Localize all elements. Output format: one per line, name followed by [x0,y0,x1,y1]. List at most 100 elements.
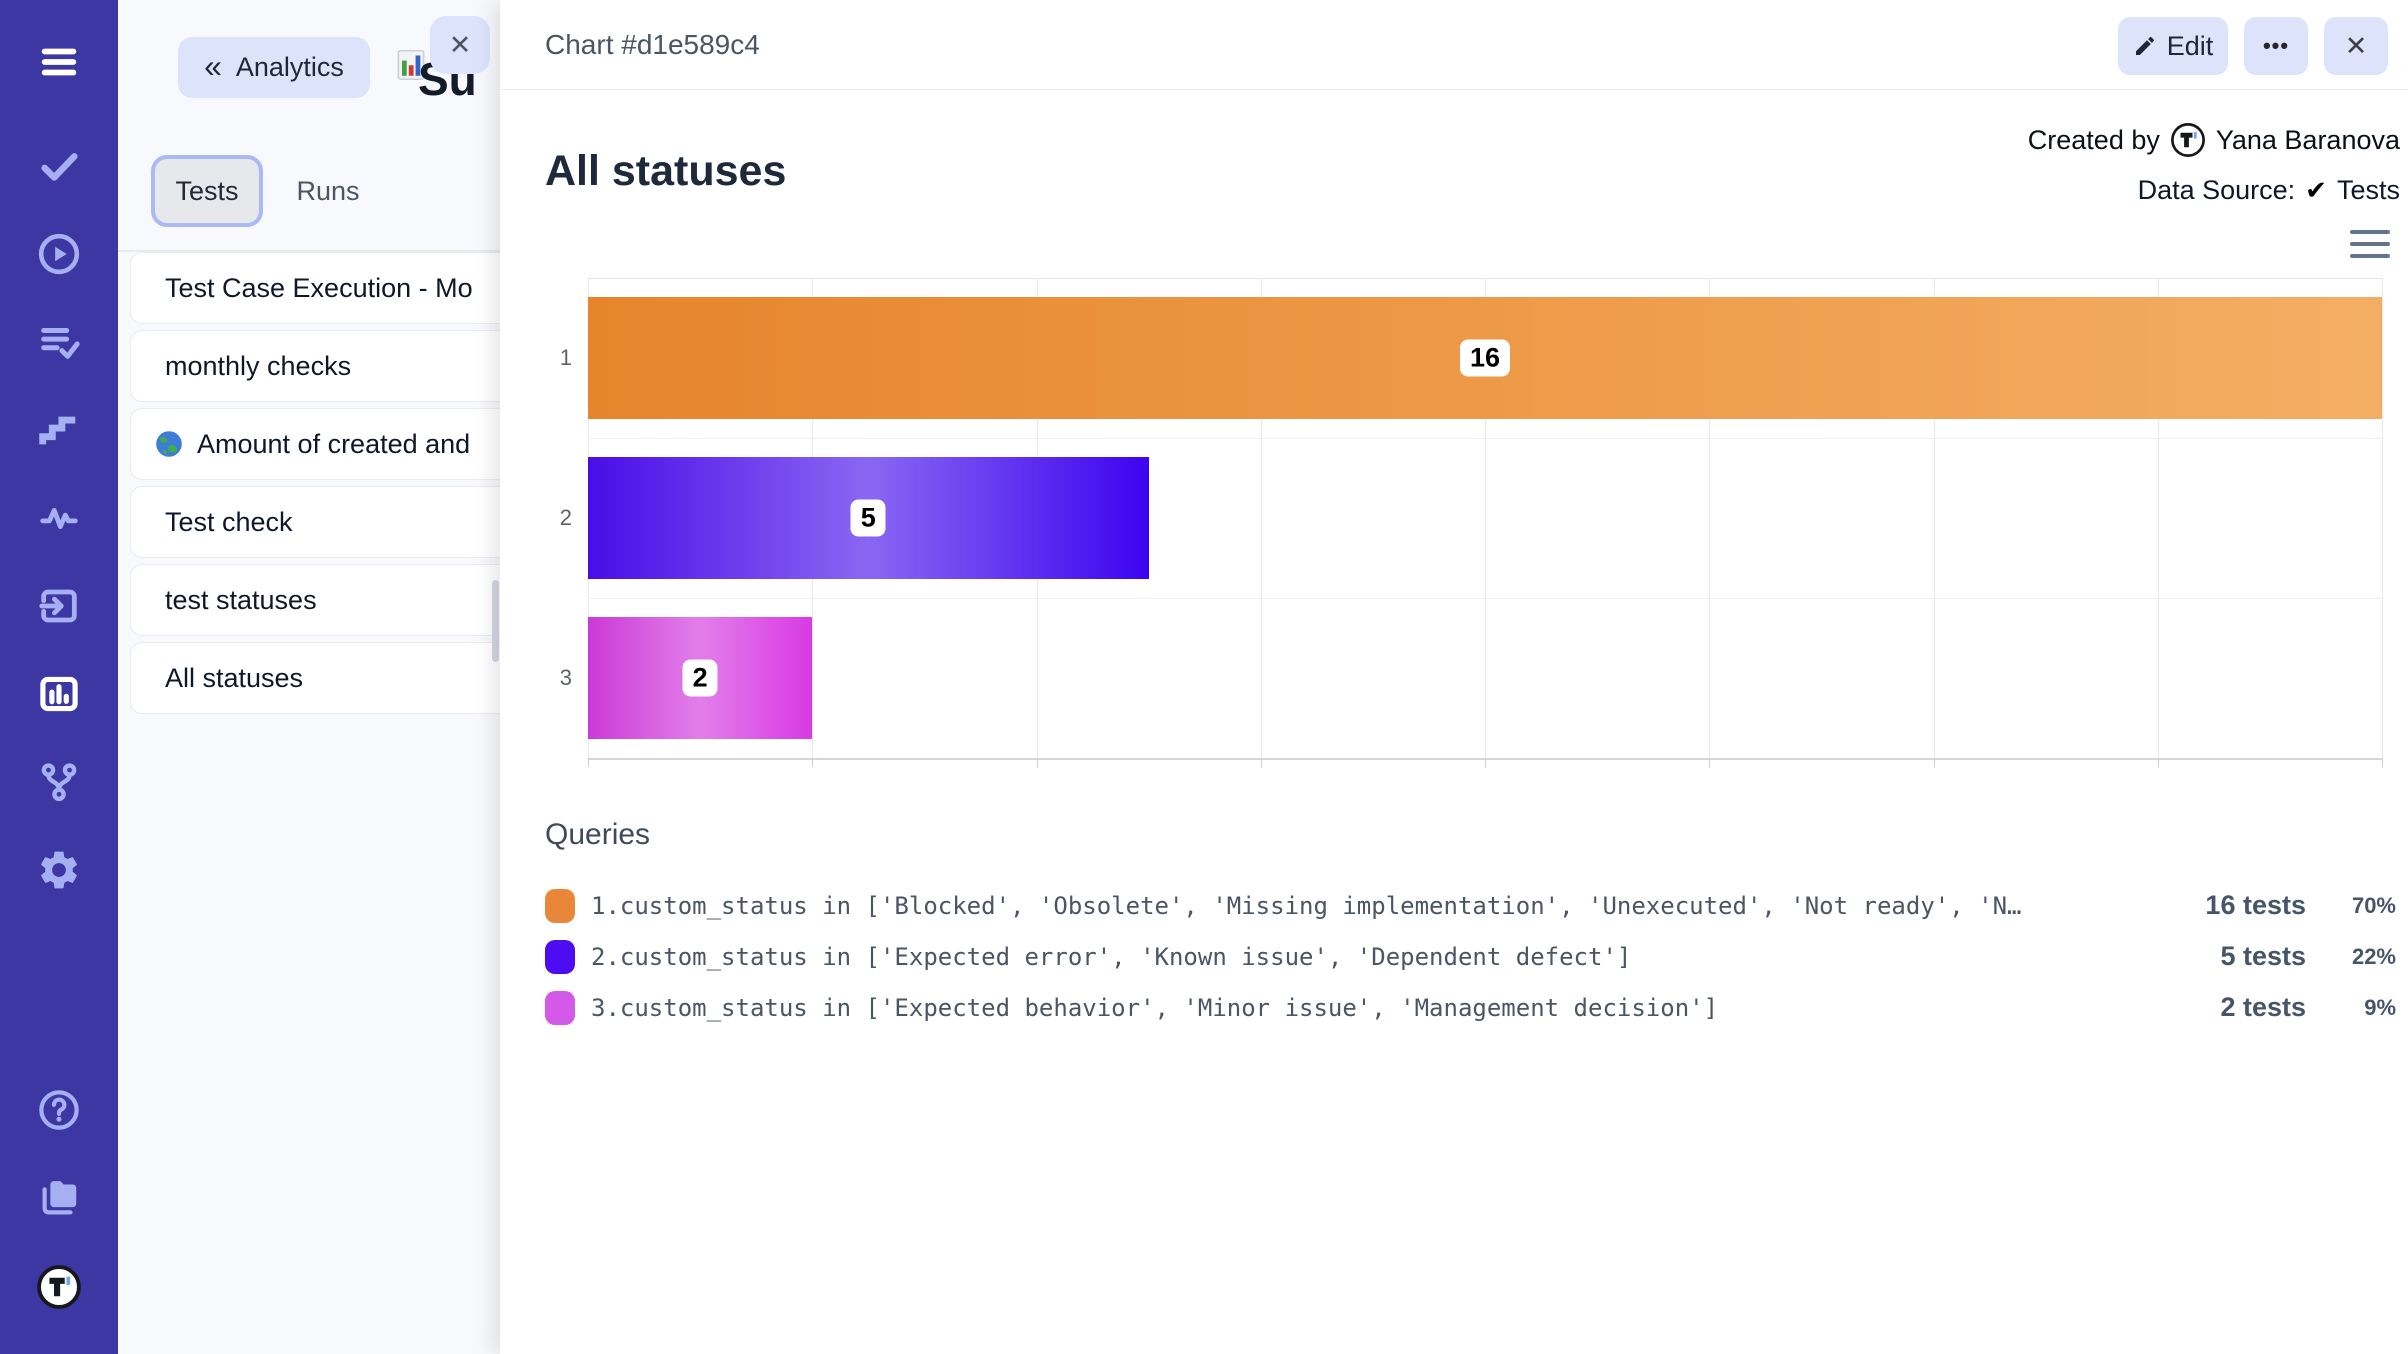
import-icon[interactable] [36,583,82,629]
author-avatar [2170,123,2205,157]
queries-heading: Queries [545,818,651,851]
folders-icon[interactable] [36,1174,82,1220]
query-text: 1.custom_status in ['Blocked', 'Obsolete… [591,891,2022,920]
query-row: 1.custom_status in ['Blocked', 'Obsolete… [545,880,2402,931]
gridline [1485,278,1486,758]
stairs-icon[interactable] [36,407,82,453]
bar-series-1[interactable]: 16 [588,297,2382,419]
globe-icon [156,431,182,457]
gridline [1709,278,1711,758]
query-row: 3.custom_status in ['Expected behavior',… [545,982,2402,1033]
gridline [2382,278,2383,758]
axis-tick [2157,758,2159,767]
tab-runs[interactable]: Runs [296,175,360,206]
icon-rail [0,0,118,1354]
chevrons-left-icon: « [204,47,222,84]
branch-icon[interactable] [36,759,82,805]
chart-detail-panel: Chart #d1e589c4 Edit ••• ✕ All statuses … [500,0,2408,1354]
close-icon: ✕ [2344,30,2368,61]
panel-tabs: Tests Runs [118,150,500,250]
query-text: 3.custom_status in ['Expected behavior',… [591,993,1719,1022]
query-tests-count: 5 tests [2220,941,2306,971]
gridline [1933,278,1935,758]
query-row: 2.custom_status in ['Expected error', 'K… [545,931,2402,982]
check-icon: ✔ [2305,174,2327,205]
axis-tick [588,758,589,767]
category-label: 1 [559,345,572,370]
data-source-value: Tests [2336,174,2400,205]
chart-list-item[interactable]: monthly checks [130,330,500,402]
bar-chart-icon[interactable] [36,671,82,717]
bar-series-3[interactable]: 2 [588,617,813,739]
chart-detail-header: Chart #d1e589c4 Edit ••• ✕ [500,0,2408,90]
band-divider [588,438,2382,439]
axis-tick [1260,758,1262,767]
panel-close-button[interactable]: ✕ [430,16,490,74]
ellipsis-icon: ••• [2262,33,2290,58]
close-chart-button[interactable]: ✕ [2324,17,2388,75]
activity-icon[interactable] [36,495,82,541]
chart-list-item[interactable]: Amount of created and [130,408,500,480]
created-by-label: Created by [2027,124,2160,155]
category-label: 3 [559,665,572,690]
chart-list-item-label: Test check [165,506,293,537]
chart-list-item[interactable]: Test Case Execution - Mo [130,252,500,324]
help-icon[interactable] [36,1087,82,1133]
chart-title: All statuses [545,146,787,195]
chart-list-item-label: Amount of created and [197,428,471,459]
query-color-swatch [545,990,575,1025]
axis-tick [1036,758,1038,767]
bar-chart-plot: 1 16 2 5 3 2 [560,278,2383,767]
author-name: Yana Baranova [2215,124,2400,155]
axis-tick [812,758,814,767]
chart-list-item-label: Test Case Execution - Mo [165,272,473,303]
chart-list-item-label: test statuses [165,584,317,615]
query-text: 2.custom_status in ['Expected error', 'K… [591,942,1632,971]
axis-tick [2382,758,2383,767]
bar-value-label: 16 [1459,339,1511,377]
chart-context-menu-button[interactable] [2350,228,2390,260]
data-source-label: Data Source: [2137,174,2296,205]
query-percent: 9% [2364,994,2396,1020]
chart-list-item[interactable]: All statuses [130,642,500,714]
more-options-button[interactable]: ••• [2244,17,2308,75]
tab-tests[interactable]: Tests [151,155,263,227]
chart-list-item[interactable]: test statuses [130,564,500,636]
axis-tick [1933,758,1935,767]
bar-series-2[interactable]: 5 [588,457,1149,579]
check-icon[interactable] [36,143,82,189]
query-color-swatch [545,888,575,923]
chart-list: Test Case Execution - Mo monthly checks … [130,252,500,720]
axis-tick [1485,758,1486,767]
analytics-back-button[interactable]: « Analytics [178,37,370,98]
chart-emoji-icon [397,49,425,81]
category-label: 2 [559,505,572,530]
chart-list-item-label: monthly checks [165,350,352,381]
chart-meta: Created by Yana Baranova Data Source: ✔ … [2028,118,2400,212]
bar-value-label: 2 [682,659,718,697]
chart-id-title: Chart #d1e589c4 [545,29,760,60]
query-percent: 22% [2351,943,2396,969]
chart-band: 1 16 [560,278,2382,438]
menu-icon[interactable] [36,39,82,85]
list-check-icon[interactable] [36,319,82,365]
close-icon: ✕ [448,29,472,60]
analytics-panel: « Analytics Su ✕ Tests Runs Test Case Ex… [118,0,500,1354]
testomat-logo[interactable] [36,1264,82,1310]
query-tests-count: 2 tests [2220,992,2306,1022]
gridline [1260,278,1262,758]
chart-list-item[interactable]: Test check [130,486,500,558]
pencil-icon [2135,36,2154,55]
list-scrollbar[interactable] [492,580,499,662]
bar-value-label: 5 [850,499,886,537]
edit-button[interactable]: Edit [2118,17,2228,75]
query-tests-count: 16 tests [2205,890,2306,920]
gridline [2157,278,2159,758]
play-circle-icon[interactable] [36,231,82,277]
tabs-divider [118,250,500,252]
gear-icon[interactable] [36,847,82,893]
query-percent: 70% [2351,892,2396,918]
